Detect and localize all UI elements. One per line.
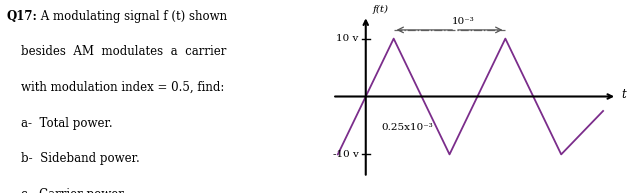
Text: b-  Sideband power.: b- Sideband power.: [6, 152, 140, 165]
Text: besides  AM  modulates  a  carrier: besides AM modulates a carrier: [6, 45, 227, 58]
Text: -10 v: -10 v: [333, 150, 359, 159]
Text: 10⁻³: 10⁻³: [452, 17, 475, 26]
Text: c-  Carrier power.: c- Carrier power.: [6, 188, 127, 193]
Text: Q17:: Q17:: [6, 10, 37, 23]
Text: A modulating signal f (t) shown: A modulating signal f (t) shown: [37, 10, 227, 23]
Text: t: t: [622, 88, 626, 101]
Text: 0.25x10⁻³: 0.25x10⁻³: [382, 123, 433, 132]
Text: 10 v: 10 v: [336, 34, 359, 43]
Text: a-  Total power.: a- Total power.: [6, 117, 113, 130]
Text: f(t): f(t): [373, 5, 389, 14]
Text: with modulation index = 0.5, find:: with modulation index = 0.5, find:: [6, 81, 225, 94]
